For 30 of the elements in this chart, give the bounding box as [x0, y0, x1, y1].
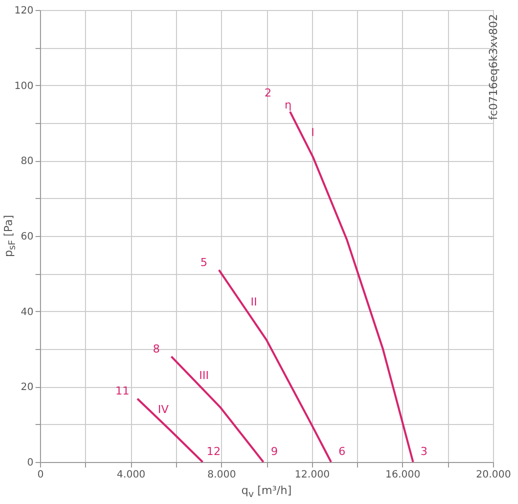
y-tick-label: 120	[14, 6, 34, 16]
x-tick-label: 8.000	[207, 470, 236, 480]
x-tick-label: 20.000	[476, 470, 511, 480]
y-tick-label: 100	[14, 80, 34, 92]
x-tick-label: 4.000	[116, 470, 146, 480]
annotation: 6	[338, 445, 346, 458]
annotation: 3	[420, 445, 428, 458]
x-axis-title: q$_{v}$ [m³/h]	[241, 484, 292, 500]
annotation: 8	[152, 342, 160, 356]
y-tick-label: 60	[20, 232, 34, 242]
line-series	[289, 110, 414, 463]
y-tick-label: 80	[20, 156, 34, 168]
annotation: I	[311, 126, 314, 139]
annotation: IV	[158, 402, 170, 416]
annotation: 2	[264, 86, 272, 100]
annotation: III	[199, 368, 209, 382]
annotation: 9	[270, 445, 278, 458]
annotation: 12	[206, 445, 221, 458]
annotation: η	[284, 98, 292, 112]
y-tick-label: 0	[27, 458, 34, 468]
annotation: fc0716eq6k3xv802	[487, 14, 500, 120]
line-series	[218, 268, 332, 463]
annotation: 11	[115, 384, 130, 398]
x-tick-label: 0	[37, 470, 44, 480]
x-tick-label: 12.000	[294, 470, 330, 480]
x-tick-label: 16.000	[385, 470, 420, 480]
y-tick-label: 20	[20, 382, 34, 394]
y-tick-label: 40	[20, 306, 34, 318]
annotation: 5	[200, 256, 208, 269]
annotation: II	[250, 295, 258, 308]
